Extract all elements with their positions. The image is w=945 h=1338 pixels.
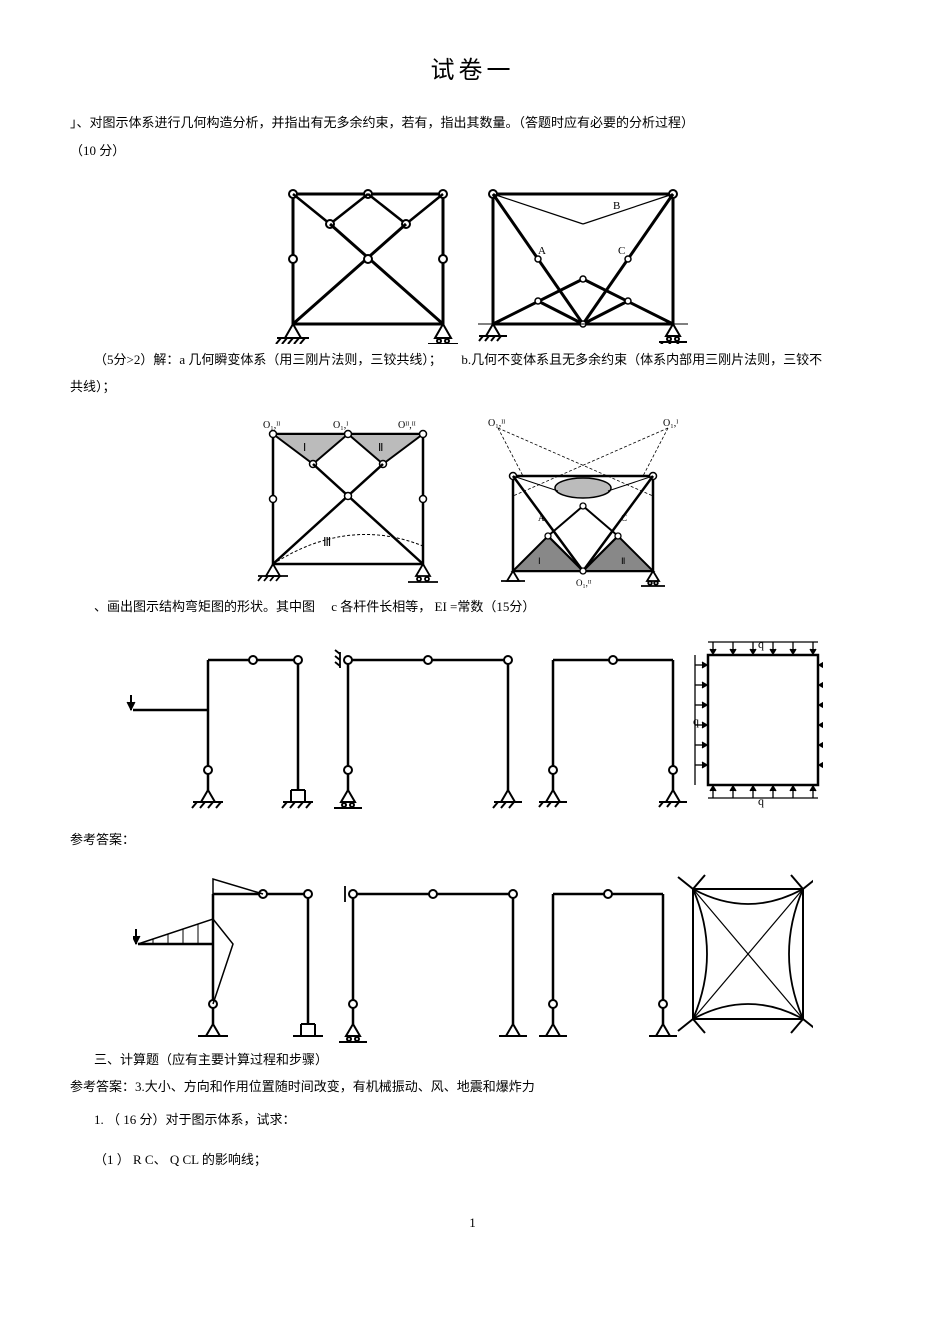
- svg-text:C: C: [621, 513, 627, 523]
- q1-answer: （5分>2）解：a 几何瞬变体系（用三刚片法则，三铰共线）； b.几何不变体系且…: [94, 348, 875, 371]
- label-O1: O₁,ᴵᴵ: [263, 420, 280, 431]
- svg-text:Ⅰ: Ⅰ: [303, 442, 306, 454]
- fig-q1-solution: O₁,ᴵᴵ O₁,ᴵ Oᴵᴵ,ᴵᴵ Ⅰ Ⅱ Ⅲ: [238, 411, 708, 591]
- label-O2: O₁,ᴵ: [333, 420, 348, 431]
- svg-text:B: B: [613, 200, 620, 212]
- svg-text:q: q: [758, 637, 764, 651]
- fig-row-2: O₁,ᴵᴵ O₁,ᴵ Oᴵᴵ,ᴵᴵ Ⅰ Ⅱ Ⅲ: [70, 411, 875, 591]
- fig-q2-frames: q q q q: [123, 630, 823, 810]
- svg-text:A: A: [538, 513, 545, 523]
- q1-answer-a: （5分>2）解：a 几何瞬变体系（用三刚片法则，三铰共线）；: [94, 352, 442, 367]
- svg-text:Ⅰ: Ⅰ: [538, 556, 541, 566]
- q3-ref: 参考答案：3.大小、方向和作用位置随时间改变，有机械振动、风、地震和爆炸力: [70, 1075, 875, 1098]
- q2-prompt: 、画出图示结构弯矩图的形状。其中图 c 各杆件长相等， EI =常数（15分）: [94, 595, 875, 618]
- q3-sub1-1: （1 ） R C、 Q CL 的影响线；: [94, 1148, 875, 1171]
- svg-text:q: q: [693, 714, 699, 728]
- label-O3: Oᴵᴵ,ᴵᴵ: [398, 420, 416, 431]
- q3-heading: 三、计算题（应有主要计算过程和步骤）: [94, 1048, 875, 1071]
- svg-text:C: C: [618, 245, 625, 257]
- svg-text:Ⅲ: Ⅲ: [323, 535, 331, 549]
- q3-sub1: 1. （ 16 分）对于图示体系，试求：: [94, 1108, 875, 1131]
- page-number: 1: [70, 1211, 875, 1234]
- q1-points: （10 分）: [70, 139, 875, 162]
- svg-text:O₁,ᴵᴵ: O₁,ᴵᴵ: [488, 418, 505, 429]
- fig-row-1: B A C: [70, 174, 875, 344]
- q1-prompt: 」、对图示体系进行几何构造分析，并指出有无多余约束，若有，指出其数量。（答题时应…: [70, 111, 875, 134]
- fig-q1-diagrams: B A C: [253, 174, 693, 344]
- svg-text:A: A: [538, 245, 546, 257]
- fig-row-4: [70, 864, 875, 1044]
- svg-text:O₁,ᴵ: O₁,ᴵ: [663, 418, 678, 429]
- fig-row-3: q q q q: [70, 630, 875, 810]
- fig-q2-answers: [133, 864, 813, 1044]
- page-title: 试卷一: [70, 50, 875, 93]
- svg-text:O₁,ᴵᴵ: O₁,ᴵᴵ: [576, 578, 592, 588]
- svg-text:Ⅱ: Ⅱ: [378, 442, 383, 454]
- svg-text:q: q: [758, 794, 764, 808]
- svg-text:Ⅱ: Ⅱ: [621, 556, 625, 566]
- q2-prompt-a: 、画出图示结构弯矩图的形状。其中图: [94, 599, 315, 614]
- q2-ref: 参考答案：: [70, 828, 875, 851]
- q1-answer-b: b.几何不变体系且无多余约束（体系内部用三刚片法则，三铰不: [461, 352, 822, 367]
- q2-prompt-b: c 各杆件长相等， EI =常数（15分）: [331, 599, 535, 614]
- q1-answer-cont: 共线）；: [70, 375, 875, 398]
